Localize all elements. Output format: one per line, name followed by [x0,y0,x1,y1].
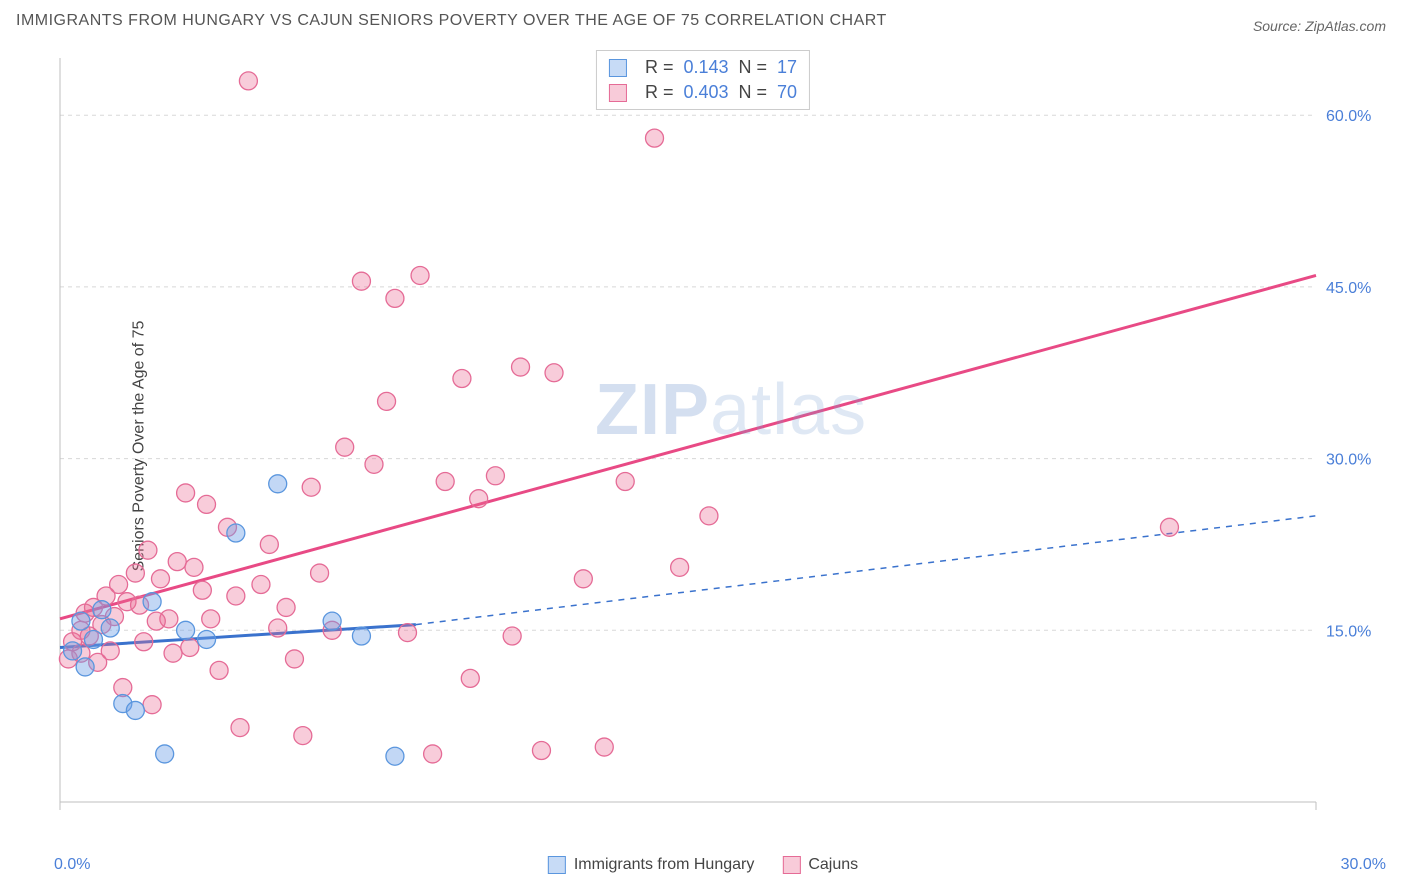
x-axis-legend: Immigrants from Hungary Cajuns [548,856,858,874]
plot-area: 15.0% 30.0% 45.0% 60.0% [54,48,1386,832]
svg-text:45.0%: 45.0% [1326,280,1371,297]
source-value: ZipAtlas.com [1305,18,1386,34]
r-label-a: R = [645,57,674,78]
x-tick-max: 30.0% [1341,856,1386,874]
n-value-a: 17 [777,57,797,78]
legend-item-a: Immigrants from Hungary [548,856,755,874]
swatch-a-icon [548,856,566,874]
legend-b-label: Cajuns [808,856,858,873]
n-label-a: N = [739,57,768,78]
chart-title: IMMIGRANTS FROM HUNGARY VS CAJUN SENIORS… [16,12,887,30]
r-label-b: R = [645,82,674,103]
n-value-b: 70 [777,82,797,103]
legend-item-b: Cajuns [782,856,858,874]
stats-legend-box: R = 0.143 N = 17 R = 0.403 N = 70 [596,50,810,110]
r-value-a: 0.143 [683,57,728,78]
scatter-chart-svg: 15.0% 30.0% 45.0% 60.0% [54,48,1386,832]
r-value-b: 0.403 [683,82,728,103]
stats-row-b: R = 0.403 N = 70 [609,80,797,105]
source-label: Source: [1253,18,1305,34]
svg-text:15.0%: 15.0% [1326,623,1371,640]
legend-a-label: Immigrants from Hungary [574,856,755,873]
swatch-b-icon [782,856,800,874]
swatch-a-icon [609,59,627,77]
svg-text:30.0%: 30.0% [1326,452,1371,469]
svg-text:60.0%: 60.0% [1326,108,1371,125]
stats-row-a: R = 0.143 N = 17 [609,55,797,80]
n-label-b: N = [739,82,768,103]
source-attribution: Source: ZipAtlas.com [1253,18,1386,34]
swatch-b-icon [609,84,627,102]
x-tick-min: 0.0% [54,856,90,874]
